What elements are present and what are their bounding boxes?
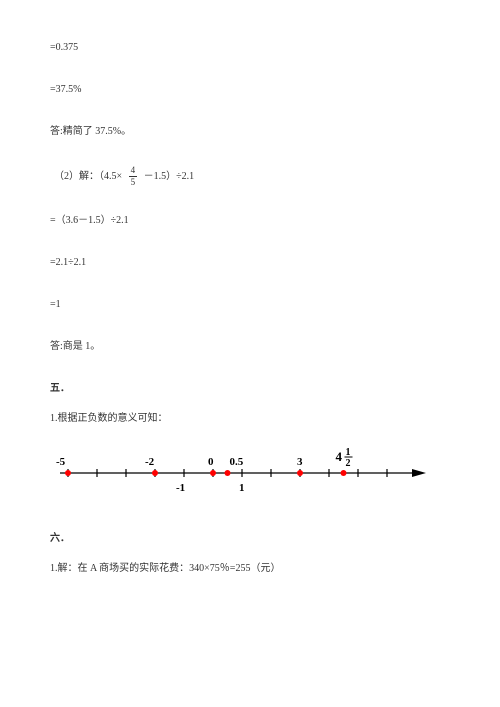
svg-text:2: 2 bbox=[346, 458, 351, 469]
fraction-4-5: 4 5 bbox=[129, 166, 138, 187]
calc-line-2: =37.5% bbox=[50, 82, 450, 98]
problem-2-line: （2）解：（4.5× 4 5 －1.5）÷2.1 bbox=[54, 166, 450, 187]
problem-2-prefix: （2）解：（4.5× bbox=[54, 171, 122, 182]
svg-text:0: 0 bbox=[208, 456, 214, 468]
problem-2-suffix: －1.5）÷2.1 bbox=[144, 171, 195, 182]
svg-text:-1: -1 bbox=[176, 482, 185, 494]
calc-line-1: =0.375 bbox=[50, 40, 450, 56]
calc-line-5: =1 bbox=[50, 297, 450, 313]
calc-line-3: =（3.6－1.5）÷2.1 bbox=[50, 213, 450, 229]
svg-text:1: 1 bbox=[346, 447, 351, 458]
numberline-diagram: -5-200.53-11412 bbox=[50, 445, 430, 499]
svg-text:1: 1 bbox=[239, 482, 245, 494]
section-6-header: 六． bbox=[50, 531, 450, 547]
section-5-text: 1.根据正负数的意义可知： bbox=[50, 411, 450, 427]
section-5-header: 五． bbox=[50, 381, 450, 397]
section-6-text: 1.解：在 A 商场买的实际花费：340×75％=255（元） bbox=[50, 561, 450, 577]
calc-line-4: =2.1÷2.1 bbox=[50, 255, 450, 271]
svg-text:4: 4 bbox=[336, 449, 343, 464]
answer-line-1: 答:精简了 37.5%。 bbox=[50, 124, 450, 140]
svg-text:0.5: 0.5 bbox=[230, 456, 244, 468]
numberline-container: -5-200.53-11412 bbox=[50, 445, 430, 505]
fraction-denominator: 5 bbox=[129, 177, 138, 187]
answer-line-2: 答:商是 1。 bbox=[50, 339, 450, 355]
svg-text:-2: -2 bbox=[145, 456, 155, 468]
svg-text:3: 3 bbox=[297, 456, 303, 468]
svg-text:-5: -5 bbox=[56, 456, 66, 468]
fraction-numerator: 4 bbox=[129, 166, 138, 177]
